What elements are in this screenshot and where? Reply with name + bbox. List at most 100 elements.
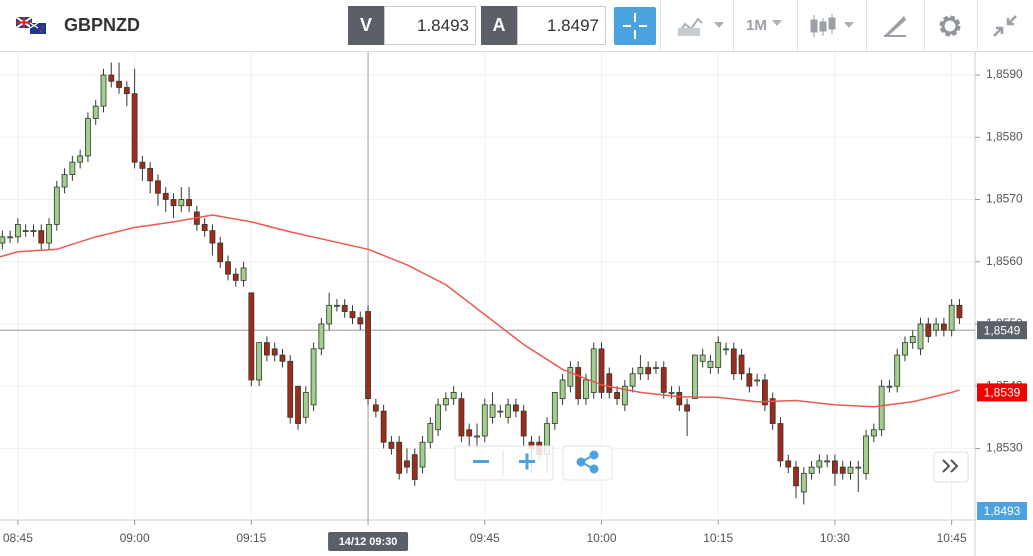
candle-body — [225, 261, 231, 275]
candle-body — [22, 230, 29, 233]
timeframe-button[interactable]: 1M — [746, 17, 767, 34]
candle-body — [450, 392, 457, 400]
candle-body — [590, 348, 597, 393]
candle-body — [108, 74, 115, 82]
crosshair-button[interactable] — [614, 7, 656, 45]
candle-body — [707, 360, 714, 368]
candle-body — [824, 460, 831, 463]
zoom-in-button[interactable] — [519, 453, 535, 470]
candle-body — [520, 410, 527, 437]
candle-body — [769, 398, 776, 424]
buy-button[interactable]: A — [481, 6, 517, 45]
candle-body — [310, 348, 317, 406]
candle-body — [855, 466, 862, 469]
candle-style-button[interactable] — [810, 12, 858, 40]
candle-body — [279, 354, 286, 362]
candle-body — [201, 223, 208, 232]
candle-body — [170, 199, 177, 207]
sell-button[interactable]: V — [348, 6, 384, 45]
y-tick-label: 1,8530 — [986, 441, 1023, 455]
candle-body — [699, 354, 706, 362]
candle-body — [653, 367, 659, 369]
settings-button[interactable] — [937, 13, 963, 39]
buy-price[interactable]: 1.8497 — [517, 6, 606, 45]
candle-body — [839, 466, 846, 474]
x-tick-label: 10:15 — [703, 531, 733, 545]
candle-body — [388, 441, 395, 449]
candle-body — [349, 311, 356, 319]
zoom-out-button[interactable] — [473, 460, 489, 463]
candle-body — [575, 367, 582, 400]
candle-body — [847, 466, 854, 474]
candle-body — [38, 230, 45, 244]
candle-body — [69, 161, 76, 176]
candle-body — [85, 118, 91, 157]
candle-body — [131, 93, 138, 163]
candle-body — [53, 186, 60, 225]
bid-price-badge — [977, 502, 1027, 520]
sell-price[interactable]: 1.8493 — [384, 6, 476, 45]
share-button[interactable] — [562, 445, 613, 481]
candle-body — [715, 342, 722, 368]
candle-body — [870, 429, 877, 437]
candle-body — [411, 454, 418, 480]
candle-body — [14, 223, 21, 238]
y-tick-label: 1,8580 — [986, 129, 1023, 143]
candle-body — [123, 87, 130, 95]
candle-body — [808, 466, 815, 474]
x-tick-label: 10:45 — [937, 531, 967, 545]
candle-body — [217, 242, 224, 263]
candle-body — [777, 423, 784, 462]
candle-body — [785, 460, 792, 468]
candle-body — [800, 472, 807, 493]
candle-body — [318, 323, 325, 350]
candle-body — [100, 74, 107, 107]
flag-icon — [16, 17, 46, 34]
chart-type-button[interactable] — [676, 14, 726, 38]
candle-body — [909, 336, 916, 344]
candle-body — [925, 323, 932, 337]
candle-body — [684, 404, 690, 412]
candle-body — [816, 460, 823, 468]
candle-body — [427, 423, 434, 443]
separator — [866, 0, 867, 52]
candle-body — [295, 385, 301, 424]
candle-body — [139, 161, 146, 169]
candle-body — [933, 323, 939, 331]
candle-body — [668, 392, 675, 394]
last-price-badge — [977, 321, 1027, 340]
candle-body — [956, 304, 963, 319]
candle-body — [380, 410, 387, 443]
y-tick-label: 1,8560 — [986, 254, 1023, 268]
candle-body — [676, 392, 683, 406]
x-tick-label: 09:15 — [236, 531, 266, 545]
candle-body — [46, 223, 52, 244]
candle-body — [209, 230, 216, 244]
candle-body — [902, 342, 908, 356]
separator — [977, 0, 978, 52]
candle-body — [645, 367, 652, 375]
candle-body — [863, 435, 869, 474]
candle-body — [240, 267, 247, 281]
minimize-button[interactable] — [992, 14, 1018, 38]
symbol: GBPNZD — [64, 15, 140, 35]
separator — [924, 0, 925, 52]
draw-tool-button[interactable] — [882, 14, 908, 38]
x-tick-label: 08:45 — [3, 531, 33, 545]
candle-body — [474, 435, 480, 438]
crosshair-time-badge — [328, 532, 409, 551]
scroll-right-button[interactable] — [933, 451, 969, 483]
x-tick-label: 09:00 — [120, 531, 150, 545]
candle-body — [271, 348, 278, 356]
candle-body — [583, 379, 589, 400]
candle-body — [232, 273, 239, 281]
separator — [733, 0, 734, 52]
candle-body — [481, 404, 488, 437]
x-tick-label: 10:00 — [586, 531, 616, 545]
candle-body — [746, 373, 753, 387]
candle-body — [691, 354, 698, 400]
candle-body — [917, 323, 924, 350]
candle-body — [621, 385, 628, 406]
timeframe-caret — [772, 20, 782, 26]
